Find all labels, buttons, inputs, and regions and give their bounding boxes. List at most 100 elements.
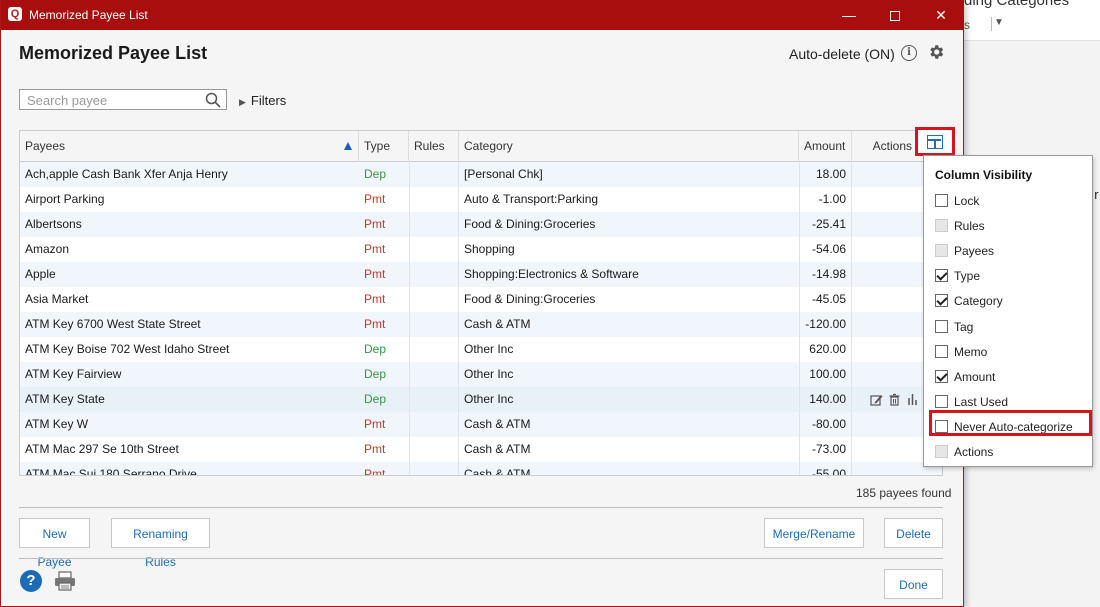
edit-icon[interactable]: [870, 393, 883, 406]
checkbox[interactable]: [935, 194, 948, 207]
type-cell: Pmt: [364, 192, 386, 206]
column-header-type[interactable]: Type: [359, 131, 409, 162]
checkbox: [935, 445, 948, 458]
background-dropdown-icon[interactable]: ▼: [994, 17, 1004, 28]
checkbox[interactable]: [935, 294, 948, 308]
table-row[interactable]: ATM Key Boise 702 West Idaho Street Dep Ot…: [20, 337, 942, 362]
table-row[interactable]: Airport Parking Pmt Auto & Transport:Parki…: [20, 187, 942, 212]
category-cell: Auto & Transport:Parking: [464, 192, 599, 206]
category-cell: Cash & ATM: [464, 317, 531, 331]
rules-cell: [409, 312, 459, 337]
amount-cell: -54.06: [799, 237, 852, 262]
payee-cell: Asia Market: [25, 292, 89, 306]
type-cell: Pmt: [364, 317, 386, 331]
category-cell: Shopping: [464, 242, 515, 256]
column-option-category[interactable]: Category: [935, 291, 1085, 311]
renaming-rules-button[interactable]: Renaming Rules: [111, 518, 210, 569]
title-bar[interactable]: Q Memorized Payee List — ✕: [1, 0, 964, 30]
minimize-icon[interactable]: —: [842, 7, 856, 23]
checkbox[interactable]: [935, 369, 948, 383]
table-row[interactable]: ATM Key State Dep Other Inc 140.00: [20, 387, 942, 412]
column-option-actions: Actions: [935, 442, 1085, 462]
column-header-amount[interactable]: Amount: [799, 131, 852, 162]
column-header-category[interactable]: Category: [459, 131, 799, 162]
filters-toggle[interactable]: ▶ Filters: [239, 93, 286, 108]
printer-icon[interactable]: [54, 571, 76, 591]
column-header-category-label: Category: [464, 139, 513, 153]
column-option-never-auto-categorize[interactable]: Never Auto-categorize: [935, 417, 1085, 437]
new-payee-button[interactable]: New Payee: [19, 518, 90, 569]
table-row[interactable]: Apple Pmt Shopping:Electronics & Software -…: [20, 262, 942, 287]
rules-cell: [409, 212, 459, 237]
checkbox-label: Actions: [954, 445, 994, 459]
actions-cell: [852, 312, 922, 337]
table-row[interactable]: ATM Key 6700 West State Street Pmt Cash & …: [20, 312, 942, 337]
payee-count: 185 payees found: [856, 486, 952, 500]
column-option-type[interactable]: Type: [935, 266, 1085, 286]
type-cell: Pmt: [364, 442, 386, 456]
merge-rename-button[interactable]: Merge/Rename: [764, 518, 864, 548]
payee-cell: Airport Parking: [25, 192, 105, 206]
checkbox[interactable]: [935, 319, 948, 333]
type-cell: Pmt: [364, 267, 386, 281]
column-header-actions: Actions: [852, 131, 918, 162]
rules-cell: [409, 462, 459, 475]
actions-cell: [852, 287, 922, 312]
sort-ascending-icon: [344, 142, 352, 150]
column-visibility-button[interactable]: [915, 127, 955, 156]
checkbox[interactable]: [935, 344, 948, 358]
column-option-last-used[interactable]: Last Used: [935, 392, 1085, 412]
amount-cell: 620.00: [799, 337, 852, 362]
bar-chart-icon[interactable]: [906, 393, 919, 406]
checkbox[interactable]: [935, 419, 948, 433]
gear-icon[interactable]: [927, 43, 945, 61]
category-cell: Food & Dining:Groceries: [464, 292, 596, 306]
done-button[interactable]: Done: [884, 569, 943, 599]
info-icon[interactable]: i: [901, 45, 917, 61]
actions-cell: [852, 437, 922, 462]
maximize-icon[interactable]: [872, 0, 918, 30]
search-input[interactable]: [25, 92, 200, 108]
rules-cell: [409, 237, 459, 262]
table-header: Payees Type Rules Category Amount Action…: [20, 131, 942, 162]
category-cell: Cash & ATM: [464, 467, 531, 476]
checkbox[interactable]: [935, 269, 948, 283]
table-row[interactable]: Ach,apple Cash Bank Xfer Anja Henry Dep [P…: [20, 162, 942, 187]
column-option-tag[interactable]: Tag: [935, 317, 1085, 337]
payee-cell: ATM Key Fairview: [25, 367, 122, 381]
column-option-amount[interactable]: Amount: [935, 367, 1085, 387]
table-row[interactable]: Asia Market Pmt Food & Dining:Groceries -45…: [20, 287, 942, 312]
checkbox[interactable]: [935, 394, 948, 408]
payee-table: Payees Type Rules Category Amount Action…: [19, 130, 943, 476]
amount-cell: -80.00: [799, 412, 852, 437]
table-row[interactable]: ATM Mac 297 Se 10th Street Pmt Cash & ATM -…: [20, 437, 942, 462]
column-option-lock[interactable]: Lock: [935, 191, 1085, 211]
page-title: Memorized Payee List: [19, 43, 208, 63]
checkbox-label: Payees: [954, 244, 995, 259]
table-row[interactable]: ATM Key Fairview Dep Other Inc 100.00: [20, 362, 942, 387]
background-divider: [991, 17, 992, 31]
payee-cell: ATM Key 6700 West State Street: [25, 317, 201, 331]
column-header-rules[interactable]: Rules: [409, 131, 459, 162]
column-option-memo[interactable]: Memo: [935, 342, 1085, 362]
amount-cell: -45.05: [799, 287, 852, 312]
trash-icon[interactable]: [888, 393, 901, 406]
background-title: ding Categories: [964, 0, 1070, 9]
delete-button[interactable]: Delete: [884, 518, 943, 548]
payee-cell: Ach,apple Cash Bank Xfer Anja Henry: [25, 167, 228, 181]
background-rule: [964, 40, 1100, 41]
help-icon[interactable]: ?: [20, 570, 42, 592]
actions-cell: [852, 237, 922, 262]
type-cell: Pmt: [364, 292, 386, 306]
actions-cell: [852, 337, 922, 362]
table-row[interactable]: Amazon Pmt Shopping -54.06: [20, 237, 942, 262]
column-header-amount-label: Amount: [804, 139, 846, 153]
column-header-payees[interactable]: Payees: [20, 131, 359, 162]
table-row[interactable]: Albertsons Pmt Food & Dining:Groceries -25.…: [20, 212, 942, 237]
search-icon[interactable]: [205, 92, 221, 108]
actions-cell: [852, 162, 922, 187]
table-row[interactable]: ATM Mac Sui 180 Serrano Drive Pmt Cash & A…: [20, 462, 942, 476]
actions-cell: [852, 412, 922, 437]
table-row[interactable]: ATM Key W Pmt Cash & ATM -80.00: [20, 412, 942, 437]
close-icon[interactable]: ✕: [935, 7, 947, 23]
